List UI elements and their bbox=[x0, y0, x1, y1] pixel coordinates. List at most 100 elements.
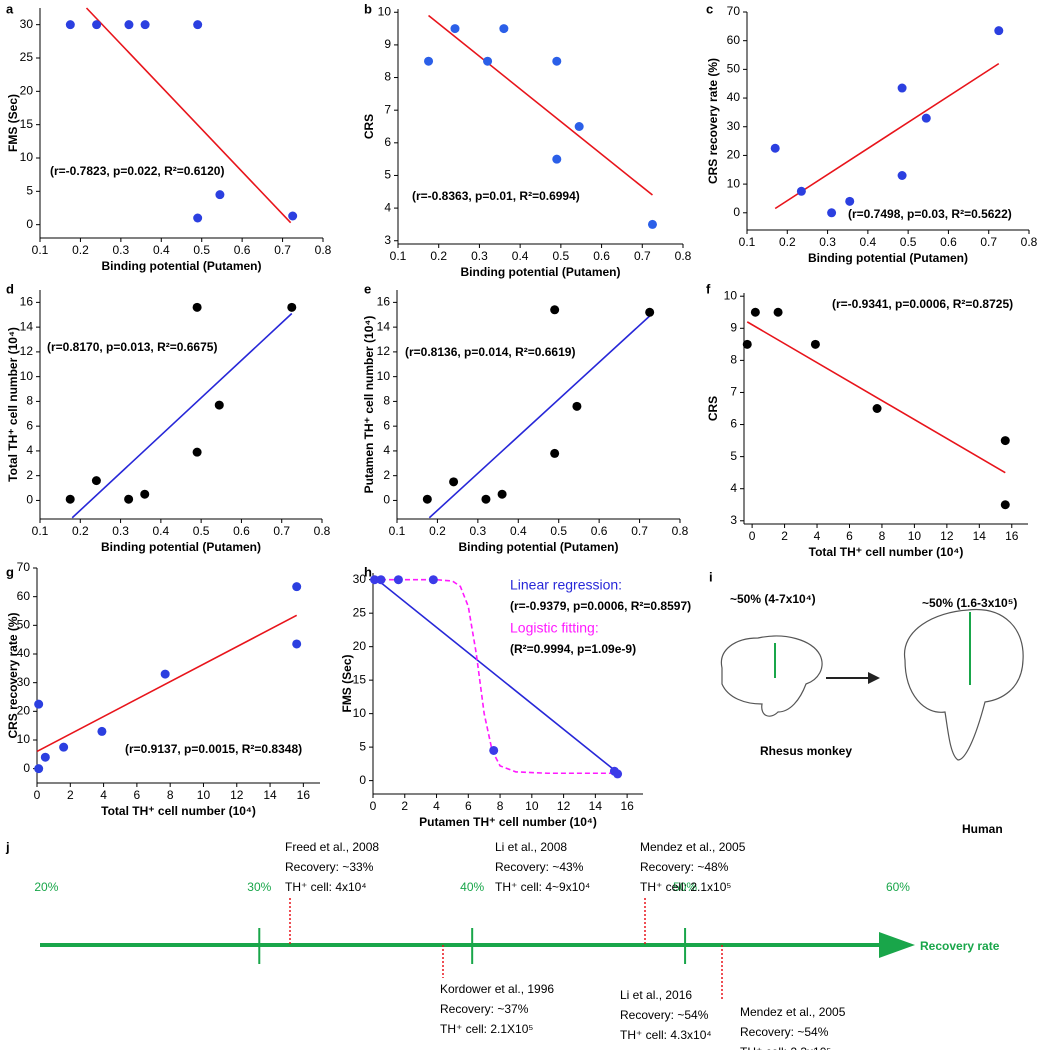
point bbox=[613, 769, 623, 779]
panel-label: b bbox=[364, 1, 372, 16]
y-tick-label: 70 bbox=[727, 4, 741, 18]
annotation: (r=-0.9379, p=0.0006, R²=0.8597) bbox=[510, 599, 691, 613]
x-tick-label: 12 bbox=[940, 529, 954, 543]
y-tick-label: 60 bbox=[727, 33, 741, 47]
annotation: (r=0.8170, p=0.013, R²=0.6675) bbox=[47, 340, 217, 354]
y-tick-label: 2 bbox=[383, 468, 390, 482]
point bbox=[97, 726, 107, 736]
x-tick-label: 0 bbox=[370, 799, 377, 813]
y-axis-label: FMS (Sec) bbox=[6, 94, 20, 152]
point bbox=[572, 401, 582, 411]
study-cell: TH⁺ cell: 2.1X10⁵ bbox=[440, 1022, 533, 1036]
point bbox=[897, 171, 907, 180]
x-tick-label: 0.8 bbox=[672, 524, 689, 538]
y-tick-label: 50 bbox=[17, 618, 31, 632]
point bbox=[645, 307, 655, 317]
fit-curve bbox=[373, 578, 620, 775]
x-axis-label: Binding potential (Putamen) bbox=[461, 265, 621, 279]
point bbox=[34, 764, 44, 774]
y-tick-label: 5 bbox=[730, 449, 737, 463]
monkey-brain bbox=[720, 635, 823, 717]
x-tick-label: 14 bbox=[263, 788, 277, 802]
y-tick-label: 20 bbox=[353, 639, 367, 653]
point bbox=[91, 476, 101, 486]
x-tick-label: 0.7 bbox=[631, 524, 648, 538]
x-tick-label: 0.2 bbox=[72, 524, 89, 538]
y-tick-label: 20 bbox=[20, 84, 34, 98]
x-tick-label: 2 bbox=[401, 799, 408, 813]
y-tick-label: 10 bbox=[378, 4, 392, 18]
point bbox=[65, 20, 75, 30]
x-tick-label: 0.3 bbox=[470, 524, 487, 538]
x-tick-label: 0.5 bbox=[900, 235, 917, 249]
human-name: Human bbox=[962, 822, 1003, 836]
y-tick-label: 14 bbox=[377, 319, 391, 333]
y-tick-label: 8 bbox=[730, 353, 737, 367]
y-tick-label: 0 bbox=[23, 761, 30, 775]
y-tick-label: 5 bbox=[384, 168, 391, 182]
point bbox=[574, 122, 584, 131]
y-tick-label: 50 bbox=[727, 62, 741, 76]
annotation: (r=0.7498, p=0.03, R²=0.5622) bbox=[848, 207, 1012, 221]
x-tick-label: 0.6 bbox=[940, 235, 957, 249]
x-tick-label: 0.3 bbox=[112, 524, 129, 538]
x-tick-label: 0.4 bbox=[512, 249, 529, 263]
y-tick-label: 7 bbox=[384, 102, 391, 116]
x-tick-label: 16 bbox=[297, 788, 311, 802]
y-tick-label: 10 bbox=[727, 176, 741, 190]
x-tick-label: 0.1 bbox=[739, 235, 756, 249]
panel-label: g bbox=[6, 564, 14, 579]
x-tick-label: 8 bbox=[879, 529, 886, 543]
annotation: (r=0.8136, p=0.014, R²=0.6619) bbox=[405, 345, 575, 359]
point bbox=[92, 20, 102, 30]
y-tick-label: 0 bbox=[733, 205, 740, 219]
x-tick-label: 10 bbox=[197, 788, 211, 802]
study-citation: Mendez et al., 2005 bbox=[640, 840, 746, 854]
study-cell: TH⁺ cell: 4.3x10⁴ bbox=[620, 1028, 712, 1042]
point bbox=[742, 339, 752, 349]
point bbox=[770, 143, 780, 153]
timeline-tick-label: 40% bbox=[460, 880, 484, 894]
x-tick-label: 0.2 bbox=[429, 524, 446, 538]
x-tick-label: 16 bbox=[1005, 529, 1019, 543]
y-tick-label: 70 bbox=[17, 560, 31, 574]
x-tick-label: 0.7 bbox=[980, 235, 997, 249]
point bbox=[424, 56, 434, 66]
x-tick-label: 0.5 bbox=[193, 243, 210, 257]
y-axis-label: CRS bbox=[706, 396, 720, 421]
panel-label: a bbox=[6, 1, 14, 16]
x-tick-label: 0.7 bbox=[273, 524, 290, 538]
point bbox=[552, 56, 562, 66]
y-tick-label: 60 bbox=[17, 589, 31, 603]
point bbox=[1000, 436, 1010, 446]
monkey-name: Rhesus monkey bbox=[760, 744, 852, 758]
point bbox=[160, 669, 170, 679]
point bbox=[40, 752, 50, 762]
point bbox=[192, 302, 202, 312]
x-tick-label: 0.7 bbox=[634, 249, 651, 263]
y-axis-label: FMS (Sec) bbox=[340, 654, 354, 712]
x-tick-label: 0.4 bbox=[153, 243, 170, 257]
x-tick-label: 8 bbox=[167, 788, 174, 802]
study-citation: Freed et al., 2008 bbox=[285, 840, 379, 854]
x-tick-label: 0.3 bbox=[113, 243, 130, 257]
point bbox=[393, 575, 403, 585]
point bbox=[994, 26, 1004, 36]
y-tick-label: 10 bbox=[377, 369, 391, 383]
y-tick-label: 8 bbox=[26, 394, 33, 408]
x-tick-label: 4 bbox=[814, 529, 821, 543]
point bbox=[140, 489, 150, 499]
y-tick-label: 6 bbox=[26, 418, 33, 432]
fit-line bbox=[774, 62, 1000, 210]
y-tick-label: 8 bbox=[383, 394, 390, 408]
y-tick-label: 16 bbox=[377, 295, 391, 309]
x-tick-label: 0.6 bbox=[234, 243, 251, 257]
x-tick-label: 0.6 bbox=[593, 249, 610, 263]
x-tick-label: 12 bbox=[557, 799, 571, 813]
x-tick-label: 0.1 bbox=[389, 524, 406, 538]
panel-label: d bbox=[6, 281, 14, 296]
panel-label: c bbox=[706, 1, 713, 16]
point bbox=[773, 307, 783, 317]
